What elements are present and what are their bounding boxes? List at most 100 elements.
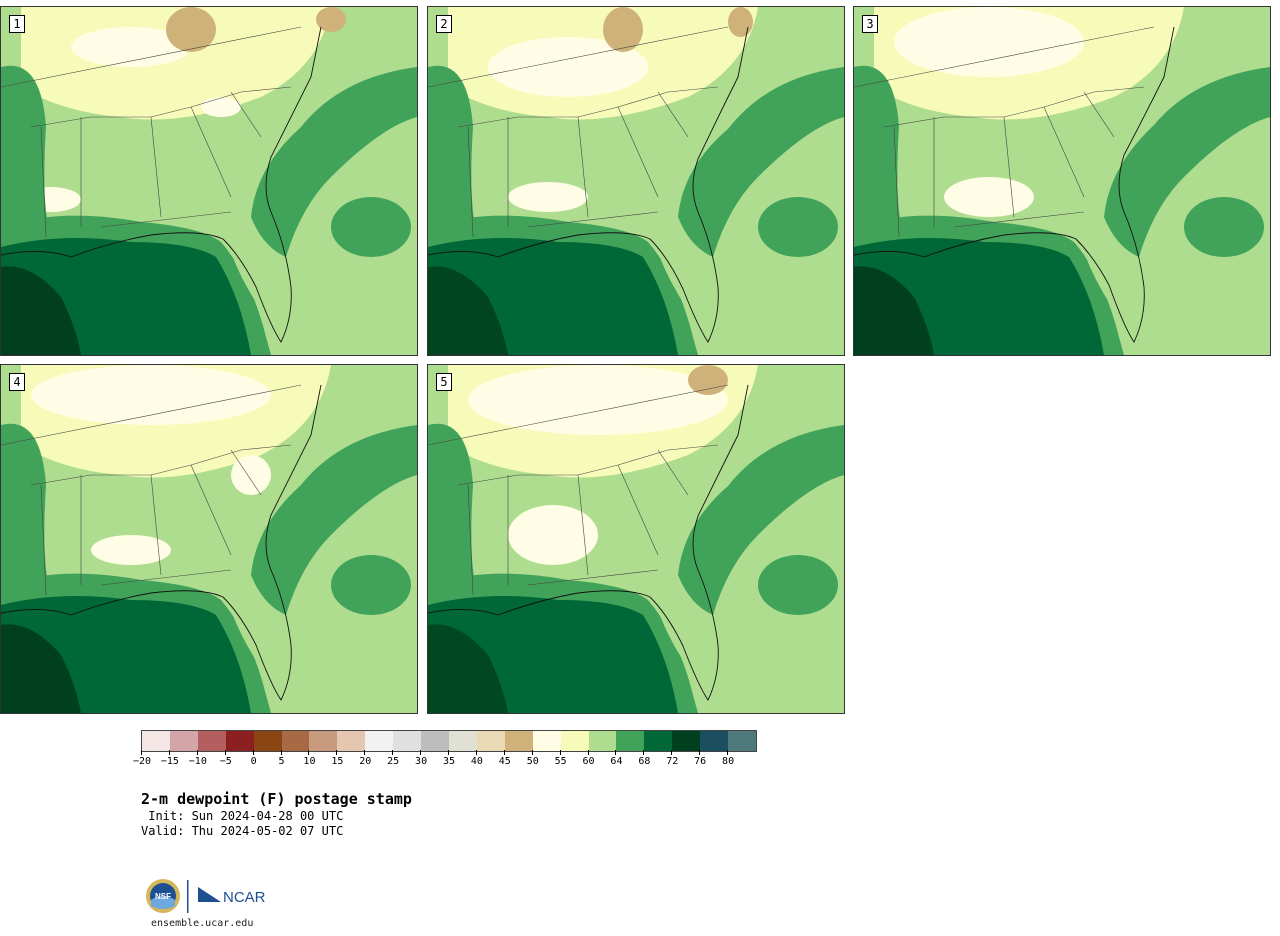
western-moist-strip: [428, 65, 478, 247]
state-boundary: [1043, 106, 1085, 198]
colorbar-tick: [392, 750, 394, 755]
dry-cream-region: [31, 365, 271, 425]
atlantic-moist-patch: [758, 197, 838, 257]
member-panel-4: 4: [0, 364, 418, 714]
colorbar-tick-label: 5: [278, 756, 285, 767]
colorbar-tick: [727, 750, 729, 755]
gulf-very-moist-region: [428, 624, 508, 713]
colorbar-swatch: [504, 731, 533, 751]
colorbar-tick-label: −10: [188, 756, 207, 767]
state-boundary: [1083, 91, 1115, 138]
nsf-ncar-logo: NSF NCAR: [146, 879, 266, 913]
colorbar-swatch: [197, 731, 226, 751]
western-moist-strip: [1, 65, 51, 247]
dry-tan-region: [688, 365, 728, 395]
colorbar-tick: [141, 750, 142, 755]
atlantic-moist-patch: [331, 555, 411, 615]
colorbar-swatch: [142, 731, 170, 751]
state-boundary: [40, 484, 47, 596]
state-boundary: [657, 449, 689, 496]
dry-cream-region: [71, 27, 191, 67]
colorbar-tick-label: 76: [694, 756, 707, 767]
state-boundary: [893, 126, 900, 238]
colorbar-swatch: [532, 731, 561, 751]
gulf-very-moist-region: [854, 266, 934, 355]
dry-cream-region: [894, 7, 1084, 77]
florida-peninsula: [226, 212, 287, 342]
colorbar-swatch: [448, 731, 477, 751]
colorbar-tick: [475, 750, 477, 755]
member-panel-5: 5: [427, 364, 845, 714]
coastline: [1, 26, 322, 343]
colorbar-tick: [308, 750, 310, 755]
colorbar-tick: [699, 750, 701, 755]
gulf-very-moist-region: [1, 266, 81, 355]
colorbar-tick-label: 68: [638, 756, 651, 767]
florida-peninsula: [653, 212, 714, 342]
colorbar-tick-label: 10: [303, 756, 316, 767]
colorbar-tick: [168, 750, 170, 755]
colorbar-tick-label: 50: [526, 756, 539, 767]
dewpoint-map-4: [1, 365, 417, 713]
state-boundary: [854, 26, 1155, 88]
state-boundary: [190, 106, 232, 198]
init-time: Init: Sun 2024-04-28 00 UTC: [141, 809, 344, 823]
colorbar-tick-label: 0: [250, 756, 257, 767]
ncar-wordmark-icon: NCAR: [198, 887, 266, 906]
colorbar-tick: [448, 750, 449, 755]
colorbar-swatch: [728, 731, 756, 751]
state-boundary: [527, 569, 659, 586]
dewpoint-map-2: [428, 7, 844, 355]
florida-peninsula: [1079, 212, 1140, 342]
colorbar-tick: [503, 750, 505, 755]
colorbar-tick: [531, 750, 533, 755]
dry-cream-region: [944, 177, 1034, 217]
florida-peninsula: [653, 570, 714, 700]
dry-tan-region: [603, 7, 643, 52]
state-boundary: [1003, 116, 1015, 218]
colorbar-tick: [364, 750, 366, 755]
colorbar-swatch: [309, 731, 338, 751]
state-boundary: [657, 91, 689, 138]
state-boundary: [150, 474, 162, 576]
colorbar-tick-label: 55: [554, 756, 567, 767]
state-boundary: [190, 464, 232, 556]
colorbar-swatch: [672, 731, 701, 751]
western-moist-strip: [1, 423, 51, 605]
colorbar-tick: [280, 750, 282, 755]
colorbar-tick: [643, 750, 645, 755]
atlantic-moist-patch: [1184, 197, 1264, 257]
site-url: ensemble.ucar.edu: [151, 918, 254, 929]
colorbar-tick: [252, 750, 254, 755]
colorbar-tick-label: −15: [160, 756, 179, 767]
colorbar-tick-label: 60: [582, 756, 595, 767]
dry-tan-region: [728, 7, 753, 37]
dry-cream-region: [468, 365, 728, 435]
gulf-very-moist-region: [1, 624, 81, 713]
chart-title: 2-m dewpoint (F) postage stamp: [141, 790, 412, 808]
state-boundary: [617, 464, 659, 556]
coastline: [428, 384, 749, 701]
colorbar-swatch: [700, 731, 729, 751]
ncar-wordmark-text: NCAR: [223, 889, 266, 906]
colorbar-tick: [336, 750, 338, 755]
colorbar-swatch: [253, 731, 282, 751]
state-boundary: [577, 116, 589, 218]
state-boundary: [1, 26, 302, 88]
colorbar-swatch: [393, 731, 422, 751]
state-boundary: [953, 211, 1085, 228]
atlantic-moist-band: [251, 425, 417, 615]
dry-cream-region: [508, 505, 598, 565]
state-boundary: [467, 484, 474, 596]
atlantic-moist-band: [678, 425, 844, 615]
panel-number-4: 4: [9, 373, 25, 391]
colorbar-tick-label: 35: [442, 756, 456, 767]
member-panel-1: 1: [0, 6, 418, 356]
state-boundary: [230, 91, 262, 138]
dry-cream-region: [201, 97, 241, 117]
colorbar-tick: [224, 750, 226, 755]
colorbar-tick-label: 15: [331, 756, 344, 767]
colorbar-swatch: [337, 731, 366, 751]
panel-number-3: 3: [862, 15, 878, 33]
state-boundary: [100, 569, 232, 586]
